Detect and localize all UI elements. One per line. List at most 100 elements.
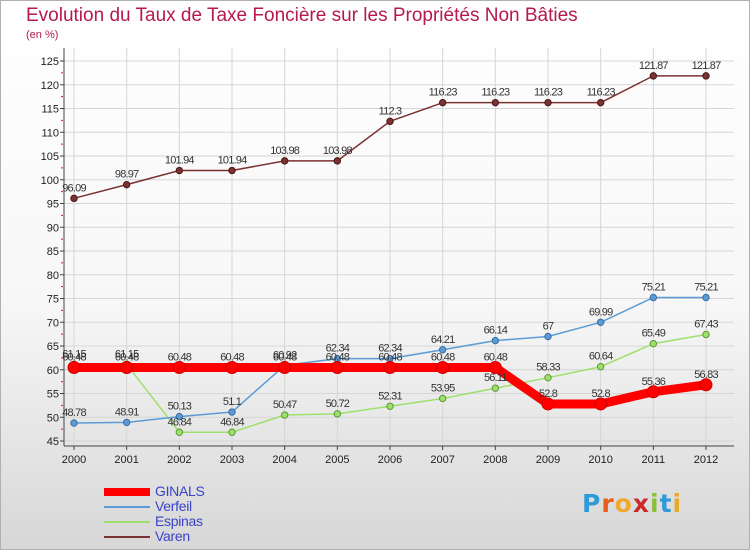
x-tick-label: 2009 <box>536 454 560 466</box>
series-varen <box>70 72 710 203</box>
data-point <box>120 360 134 374</box>
data-label: 60.48 <box>115 351 139 363</box>
data-label: 46.84 <box>168 416 192 428</box>
data-label: 103.98 <box>323 145 353 157</box>
legend-swatch <box>104 506 150 508</box>
data-point <box>702 330 710 339</box>
data-label: 51.1 <box>223 396 242 408</box>
data-label: 61.15 <box>62 348 86 360</box>
data-point <box>228 428 236 436</box>
data-label: 60.92 <box>273 349 297 361</box>
logo-letter: i <box>672 489 683 518</box>
y-tick-label: 75 <box>47 294 59 306</box>
data-label: 116.23 <box>587 87 616 99</box>
data-label: 60.48 <box>220 351 244 363</box>
x-tick-label: 2010 <box>588 454 612 466</box>
logo-letter: x <box>632 489 650 518</box>
data-point <box>596 318 605 326</box>
data-label: 56.11 <box>484 372 507 384</box>
data-label: 62.34 <box>378 343 402 355</box>
data-label: 64.21 <box>431 334 455 346</box>
data-point <box>438 394 447 403</box>
x-tick-label: 2005 <box>325 454 349 466</box>
data-label: 60.48 <box>484 351 508 363</box>
data-point <box>175 412 184 421</box>
data-label: 60.64 <box>589 351 613 363</box>
legend-label: GINALS <box>155 483 205 499</box>
data-point <box>596 98 605 107</box>
data-point <box>280 157 289 165</box>
data-point <box>228 166 236 175</box>
x-tick-label: 2003 <box>220 454 244 466</box>
y-tick-label: 45 <box>47 436 59 448</box>
data-label: 61.15 <box>115 348 139 360</box>
y-tick-label: 55 <box>47 389 59 401</box>
y-tick-label: 85 <box>47 246 59 258</box>
data-point <box>278 360 292 374</box>
x-tick-label: 2012 <box>694 454 718 466</box>
y-tick-label: 105 <box>41 151 59 163</box>
data-label: 67.43 <box>694 318 718 330</box>
data-label: 101.94 <box>165 155 195 167</box>
data-point <box>649 339 658 348</box>
legend-swatch <box>104 488 150 496</box>
x-tick-label: 2011 <box>642 454 666 466</box>
data-label: 75.21 <box>642 282 666 294</box>
data-point <box>383 360 397 374</box>
data-label: 56.83 <box>694 369 718 381</box>
y-tick-label: 95 <box>47 199 59 211</box>
data-label: 103.98 <box>270 145 300 157</box>
series-ginals <box>67 360 713 411</box>
data-label: 112.3 <box>379 105 402 117</box>
data-label: 66.14 <box>484 325 508 337</box>
chart-title: Evolution du Taux de Taxe Foncière sur l… <box>26 5 578 26</box>
data-label: 96.09 <box>62 182 86 194</box>
data-point <box>488 360 502 374</box>
data-point <box>122 180 131 189</box>
data-point <box>596 363 605 371</box>
data-point <box>122 418 131 427</box>
data-point <box>70 194 78 203</box>
y-tick-label: 50 <box>47 412 59 424</box>
data-point <box>333 157 342 165</box>
legend-label: Varen <box>155 528 190 544</box>
data-label: 46.84 <box>220 416 244 428</box>
y-tick-label: 65 <box>47 341 59 353</box>
data-point <box>699 378 713 392</box>
data-point <box>649 72 658 80</box>
data-label: 60.48 <box>168 351 192 363</box>
data-point <box>702 72 710 80</box>
data-point <box>491 98 500 107</box>
data-point <box>491 336 500 345</box>
y-tick-label: 100 <box>41 175 59 187</box>
logo-letter: t <box>659 489 673 518</box>
x-tick-label: 2006 <box>378 454 402 466</box>
logo-letter: r <box>601 489 615 518</box>
data-point <box>175 166 184 175</box>
x-tick-label: 2008 <box>483 454 507 466</box>
data-label: 60.48 <box>62 351 86 363</box>
y-tick-label: 90 <box>47 222 59 234</box>
legend-label: Verfeil <box>155 498 192 514</box>
data-point <box>225 360 239 374</box>
series-verfeil <box>70 293 710 427</box>
chart-unit-label: (en %) <box>26 29 59 41</box>
data-point <box>175 428 184 436</box>
data-label: 62.34 <box>326 343 350 355</box>
data-label: 50.13 <box>168 401 192 413</box>
data-label: 52.31 <box>378 390 402 402</box>
x-tick-label: 2001 <box>114 454 138 466</box>
data-label: 60.48 <box>431 351 455 363</box>
data-label: 50.72 <box>326 398 350 410</box>
series-espinas <box>70 330 710 436</box>
y-tick-label: 60 <box>47 365 59 377</box>
data-point <box>436 360 450 374</box>
proxiti-logo: Proxiti <box>582 489 682 518</box>
data-label: 69.99 <box>589 306 613 318</box>
data-label: 50.47 <box>273 399 297 411</box>
data-label: 101.94 <box>218 155 248 167</box>
data-point <box>333 410 342 418</box>
data-label: 48.78 <box>62 407 86 419</box>
legend-swatch <box>104 521 150 523</box>
data-point <box>228 408 236 416</box>
